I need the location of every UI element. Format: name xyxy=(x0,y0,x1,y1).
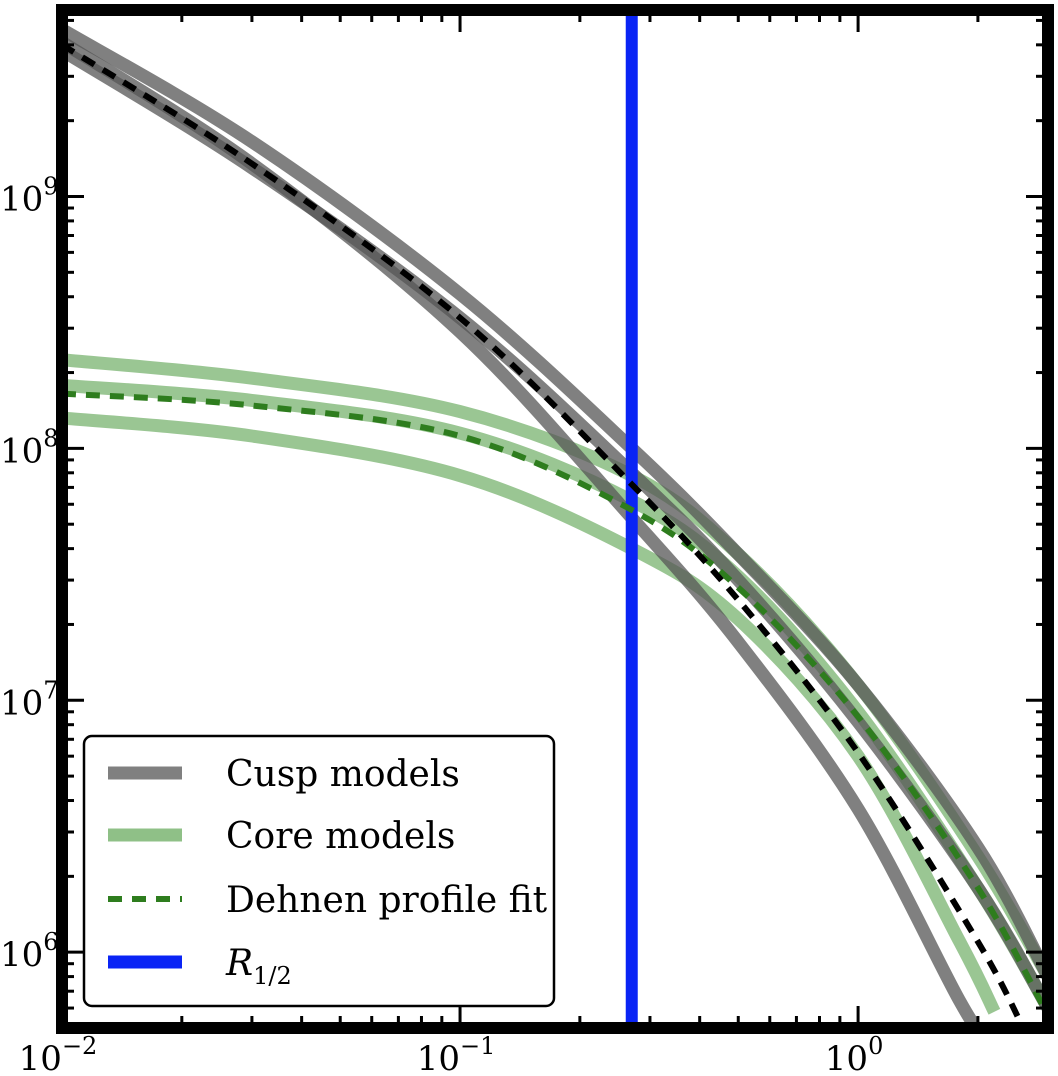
legend-label-4: R1/2 xyxy=(225,943,292,990)
core-model-line-3 xyxy=(62,411,1001,1015)
legend-box xyxy=(82,734,556,1008)
x-tick-labels: 10−2 10−1 100 xyxy=(19,1032,884,1076)
y-tick-labels: 106 107 108 109 xyxy=(0,172,59,975)
legend-items: Cusp models Core models Dehnen profile fit… xyxy=(108,754,548,990)
legend: Cusp models Core models Dehnen profile fit… xyxy=(82,734,556,1008)
legend-label-3: Dehnen profile fit xyxy=(226,880,548,921)
legend-label-1: Cusp models xyxy=(226,754,460,795)
y-tick-label: 107 xyxy=(0,676,59,723)
y-tick-label: 106 xyxy=(0,928,59,975)
cusp-fit-dashed-line xyxy=(62,42,1026,1028)
x-tick-label: 10−2 xyxy=(19,1032,98,1076)
cusp-model-line-3 xyxy=(62,44,1048,1012)
plot-frame xyxy=(56,4,1054,1034)
y-tick-label: 108 xyxy=(0,424,59,471)
y-tick-label: 109 xyxy=(0,172,59,219)
x-tick-label: 100 xyxy=(825,1032,884,1076)
legend-label-2: Core models xyxy=(226,816,455,857)
series-layer xyxy=(62,10,1048,1028)
x-tick-label: 10−1 xyxy=(417,1032,496,1076)
cusp-model-line-1 xyxy=(62,23,1048,980)
